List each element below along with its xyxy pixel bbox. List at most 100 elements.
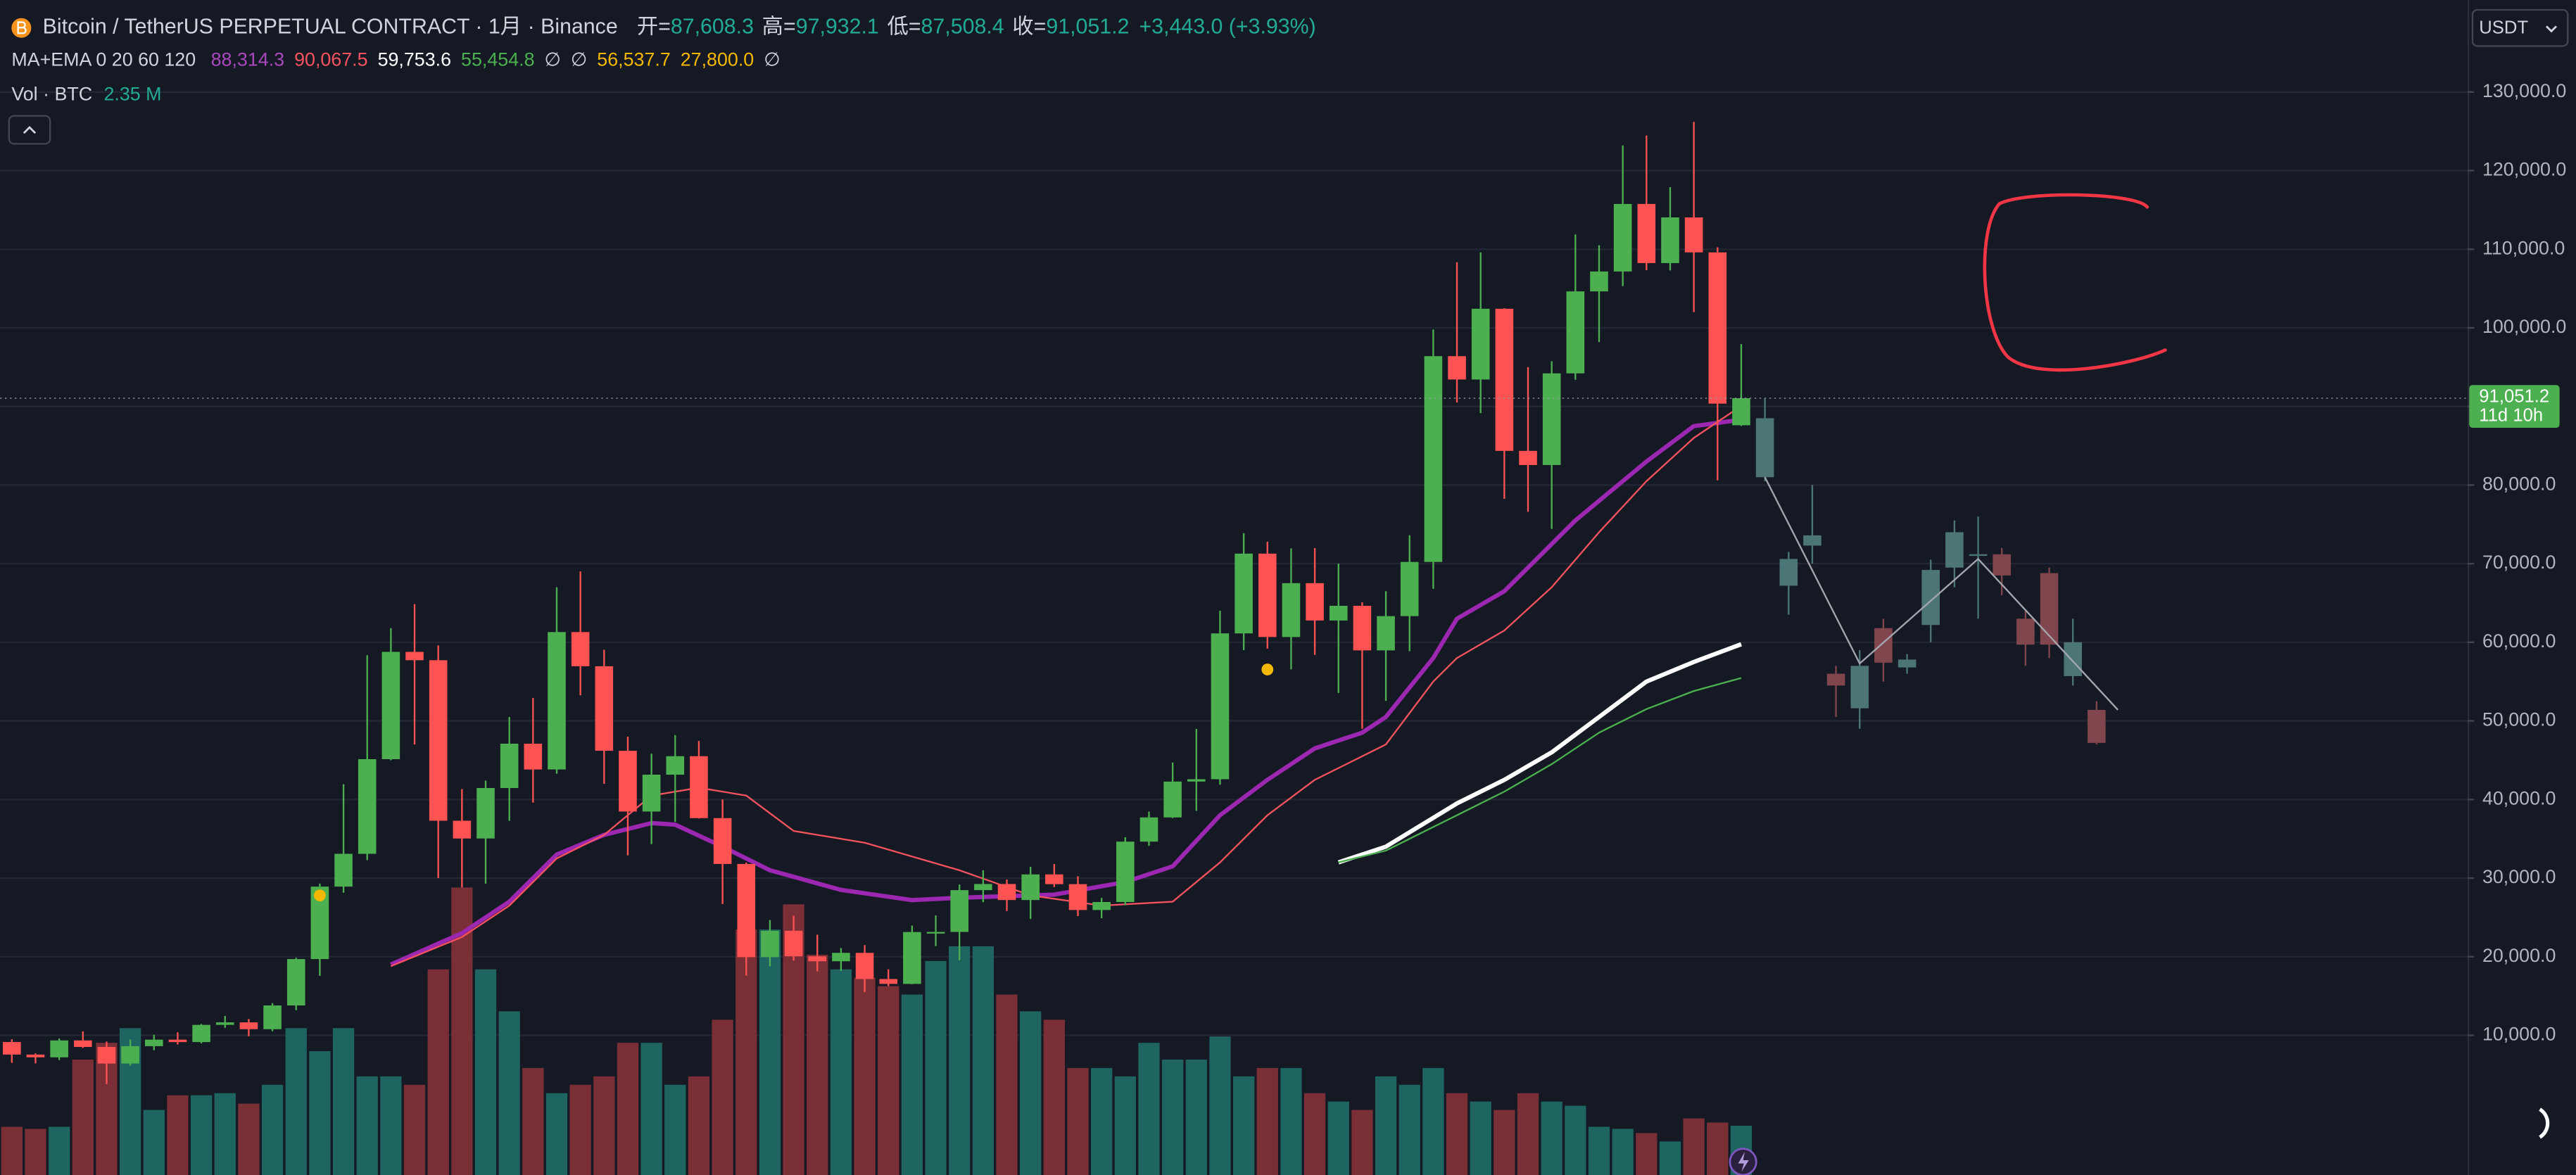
candle-body bbox=[1874, 628, 1893, 663]
candle-body bbox=[2040, 573, 2059, 645]
volume-bar bbox=[238, 1103, 260, 1175]
volume-bar bbox=[1138, 1043, 1160, 1175]
volume-bar bbox=[1351, 1110, 1373, 1175]
candle-body bbox=[1045, 874, 1063, 884]
collapse-icon[interactable] bbox=[23, 126, 37, 134]
candle-body bbox=[1803, 535, 1821, 546]
volume-bar bbox=[1588, 1126, 1610, 1175]
volume-bar bbox=[309, 1051, 331, 1175]
candle-body bbox=[1566, 291, 1585, 374]
volume-bar bbox=[1612, 1129, 1634, 1175]
currency-selector[interactable]: USDT bbox=[2471, 8, 2569, 47]
volume-bar bbox=[1659, 1141, 1681, 1175]
y-tick-label: 50,000.0 bbox=[2482, 709, 2556, 730]
candle-body bbox=[1495, 308, 1514, 451]
projection-line bbox=[1764, 476, 2119, 711]
candle-body bbox=[1661, 217, 1679, 263]
candle-body bbox=[1448, 356, 1466, 380]
candle-body bbox=[1258, 553, 1277, 637]
volume-bar bbox=[1636, 1133, 1658, 1175]
currency-label[interactable]: USDT bbox=[2479, 18, 2528, 38]
volume-bar bbox=[214, 1093, 236, 1175]
chevron[interactable] bbox=[2545, 25, 2557, 33]
signal-marker bbox=[313, 889, 326, 902]
hand-drawn-shape bbox=[1983, 193, 2167, 372]
indicator-value: 27,800.0 bbox=[681, 49, 754, 70]
volume-bar bbox=[332, 1028, 355, 1175]
ohlc-value: 87,508.4 bbox=[921, 15, 1004, 39]
signal-marker bbox=[1261, 663, 1274, 675]
volume-bar bbox=[1043, 1020, 1065, 1175]
ohlc-value: 97,932.1 bbox=[796, 15, 879, 39]
candle-body bbox=[1092, 901, 1111, 910]
volume-bar bbox=[1565, 1105, 1586, 1175]
collapse-box[interactable] bbox=[8, 115, 51, 145]
candle-body bbox=[1471, 308, 1490, 380]
candle-body bbox=[168, 1039, 187, 1043]
collapse-button[interactable] bbox=[8, 115, 51, 145]
candle-body bbox=[286, 959, 305, 1006]
symbol-name: Bitcoin / TetherUS PERPETUAL CONTRACT · … bbox=[43, 15, 618, 39]
last-price-tag bbox=[2469, 385, 2560, 428]
volume-bar bbox=[901, 994, 923, 1175]
indicator-value: ∅ bbox=[571, 49, 587, 70]
candle-body bbox=[1282, 583, 1301, 637]
candle-body bbox=[524, 743, 543, 770]
y-tick-label: 10,000.0 bbox=[2482, 1024, 2556, 1045]
candle-body bbox=[97, 1047, 116, 1064]
candle-body bbox=[1021, 874, 1040, 901]
candle-body bbox=[879, 979, 898, 984]
candle-body bbox=[1424, 356, 1443, 562]
candle-body bbox=[1163, 781, 1182, 818]
candle-body bbox=[1898, 659, 1917, 668]
volume-bar bbox=[1683, 1118, 1705, 1175]
indicator-value: ∅ bbox=[545, 49, 561, 70]
candle-body bbox=[1139, 817, 1158, 842]
volume-bar bbox=[1232, 1076, 1255, 1175]
volume-bar bbox=[1422, 1067, 1444, 1175]
volume-bar bbox=[498, 1011, 520, 1175]
volume-bar bbox=[1067, 1067, 1089, 1175]
candle-body bbox=[1235, 553, 1253, 634]
indicator-label: MA+EMA 0 20 60 120 bbox=[11, 49, 196, 70]
candle-body bbox=[903, 932, 921, 984]
candle-body bbox=[358, 758, 377, 854]
candle-body bbox=[263, 1005, 282, 1029]
moving-averages bbox=[390, 405, 1743, 967]
candle-body bbox=[215, 1022, 234, 1025]
candles bbox=[3, 122, 1750, 1084]
candle-body bbox=[713, 818, 732, 864]
volume-value: 2.35 M bbox=[104, 84, 162, 105]
indicator-value: 88,314.3 bbox=[211, 49, 284, 70]
candle-body bbox=[997, 884, 1016, 901]
candle-body bbox=[784, 930, 803, 957]
corner-icon[interactable] bbox=[2539, 1107, 2550, 1139]
volume-bar bbox=[285, 1028, 307, 1175]
volume-bar bbox=[356, 1076, 378, 1175]
candle-body bbox=[1637, 203, 1656, 263]
candle-body bbox=[50, 1040, 68, 1058]
currency-box[interactable] bbox=[2471, 8, 2569, 47]
candle-body bbox=[429, 660, 448, 821]
y-tick-label: 80,000.0 bbox=[2482, 474, 2556, 495]
symbol-glyph bbox=[17, 21, 27, 34]
y-tick-label: 70,000.0 bbox=[2482, 552, 2556, 573]
volume-bar bbox=[1541, 1101, 1562, 1175]
indicator-line bbox=[1337, 642, 1743, 865]
candle-body bbox=[192, 1024, 210, 1043]
candle-body bbox=[595, 666, 614, 751]
candle-body bbox=[2088, 709, 2106, 743]
candle-body bbox=[1779, 559, 1798, 586]
candle-body bbox=[1519, 450, 1537, 465]
candle-body bbox=[2064, 642, 2082, 676]
indicator-value: ∅ bbox=[764, 49, 780, 70]
candle-body bbox=[1755, 418, 1774, 478]
candle-body bbox=[737, 863, 756, 958]
y-tick-label: 20,000.0 bbox=[2482, 945, 2556, 966]
candle-body bbox=[239, 1022, 258, 1029]
y-tick-label: 40,000.0 bbox=[2482, 787, 2556, 808]
volume-bar bbox=[190, 1095, 213, 1175]
candle-body bbox=[1068, 884, 1087, 910]
